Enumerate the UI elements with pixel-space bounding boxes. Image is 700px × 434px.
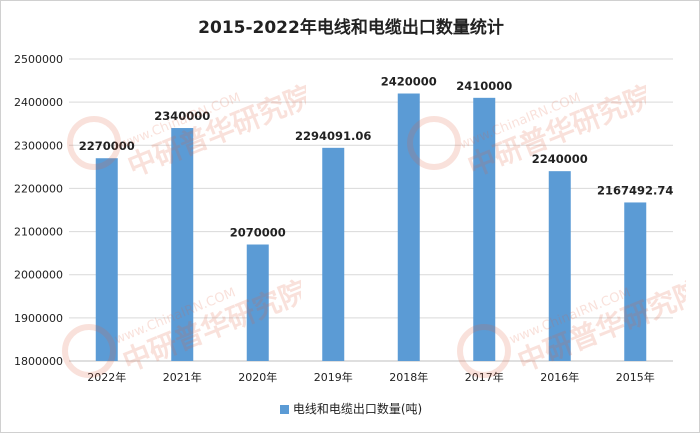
y-tick-label: 2400000 xyxy=(14,96,63,109)
data-label: 2240000 xyxy=(532,152,588,166)
x-tick-label: 2020年 xyxy=(238,370,277,384)
bar xyxy=(246,244,269,361)
data-label: 2410000 xyxy=(456,79,512,93)
x-tick-label: 2021年 xyxy=(163,370,202,384)
chart-title: 2015-2022年电线和电缆出口数量统计 xyxy=(198,18,504,38)
bar xyxy=(322,147,345,361)
legend-label: 电线和电缆出口数量(吨) xyxy=(292,402,423,416)
data-label: 2294091.06 xyxy=(295,129,371,143)
x-tick-label: 2016年 xyxy=(540,370,579,384)
y-tick-label: 2500000 xyxy=(14,53,63,66)
bar xyxy=(171,128,194,361)
data-label: 2167492.74 xyxy=(597,183,673,197)
x-tick-label: 2017年 xyxy=(465,370,504,384)
y-tick-label: 2000000 xyxy=(14,269,63,282)
data-label: 2070000 xyxy=(230,226,286,240)
y-tick-label: 2200000 xyxy=(14,182,63,195)
data-label: 2270000 xyxy=(79,139,135,153)
bar xyxy=(397,93,420,361)
y-tick-label: 1800000 xyxy=(14,355,63,368)
x-tick-label: 2015年 xyxy=(616,370,655,384)
bar xyxy=(473,97,496,361)
y-tick-label: 2300000 xyxy=(14,139,63,152)
data-label: 2420000 xyxy=(381,75,437,89)
x-tick-label: 2018年 xyxy=(389,370,428,384)
chart-legend: 电线和电缆出口数量(吨) xyxy=(1,400,700,417)
y-tick-label: 1900000 xyxy=(14,312,63,325)
x-tick-label: 2022年 xyxy=(87,370,126,384)
y-tick-label: 2100000 xyxy=(14,226,63,239)
data-label: 2340000 xyxy=(154,109,210,123)
bar xyxy=(548,171,571,361)
legend-swatch xyxy=(279,405,289,414)
bar xyxy=(95,158,118,361)
x-tick-label: 2019年 xyxy=(314,370,353,384)
bar xyxy=(624,202,647,361)
